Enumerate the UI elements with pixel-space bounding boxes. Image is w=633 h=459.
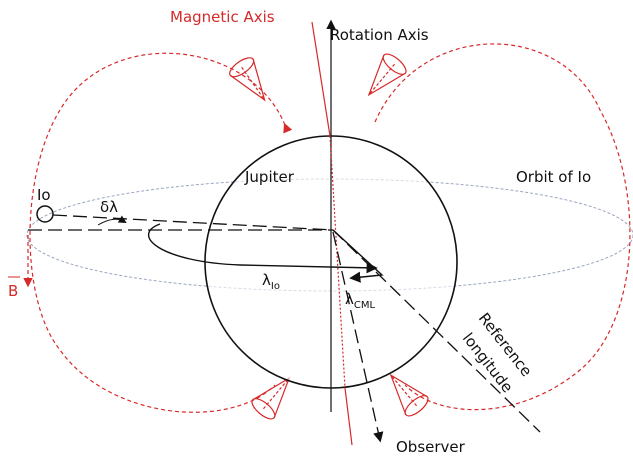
field-lines bbox=[23, 43, 631, 413]
observer-label: Observer bbox=[396, 438, 466, 456]
lambda-io-label: λIo bbox=[262, 271, 280, 292]
lambda-cml-arc bbox=[332, 229, 384, 283]
jupiter-label: Jupiter bbox=[244, 168, 295, 186]
observer-line bbox=[332, 231, 384, 443]
subscript: CML bbox=[354, 300, 376, 311]
lambda-io-arc bbox=[147, 223, 378, 274]
io-line bbox=[52, 214, 334, 231]
lambda: λ bbox=[262, 271, 271, 289]
lambda-cml-label: λCML bbox=[345, 290, 376, 311]
io-label: Io bbox=[37, 186, 51, 204]
loss-cones bbox=[229, 53, 429, 420]
rotation-axis-label: Rotation Axis bbox=[330, 26, 429, 44]
lambda: λ bbox=[345, 290, 354, 308]
magnetic-axis-label: Magnetic Axis bbox=[170, 8, 275, 26]
field-label: B bbox=[8, 282, 18, 300]
delta-lambda-label: δλ bbox=[100, 198, 118, 216]
subscript: Io bbox=[271, 281, 280, 292]
magnetic-axis bbox=[311, 21, 331, 137]
orbit-label: Orbit of Io bbox=[516, 168, 591, 186]
io bbox=[36, 205, 54, 223]
magnetic-axis-lower bbox=[344, 387, 353, 446]
reference-longitude-line bbox=[332, 229, 541, 433]
delta-arc bbox=[97, 215, 127, 226]
